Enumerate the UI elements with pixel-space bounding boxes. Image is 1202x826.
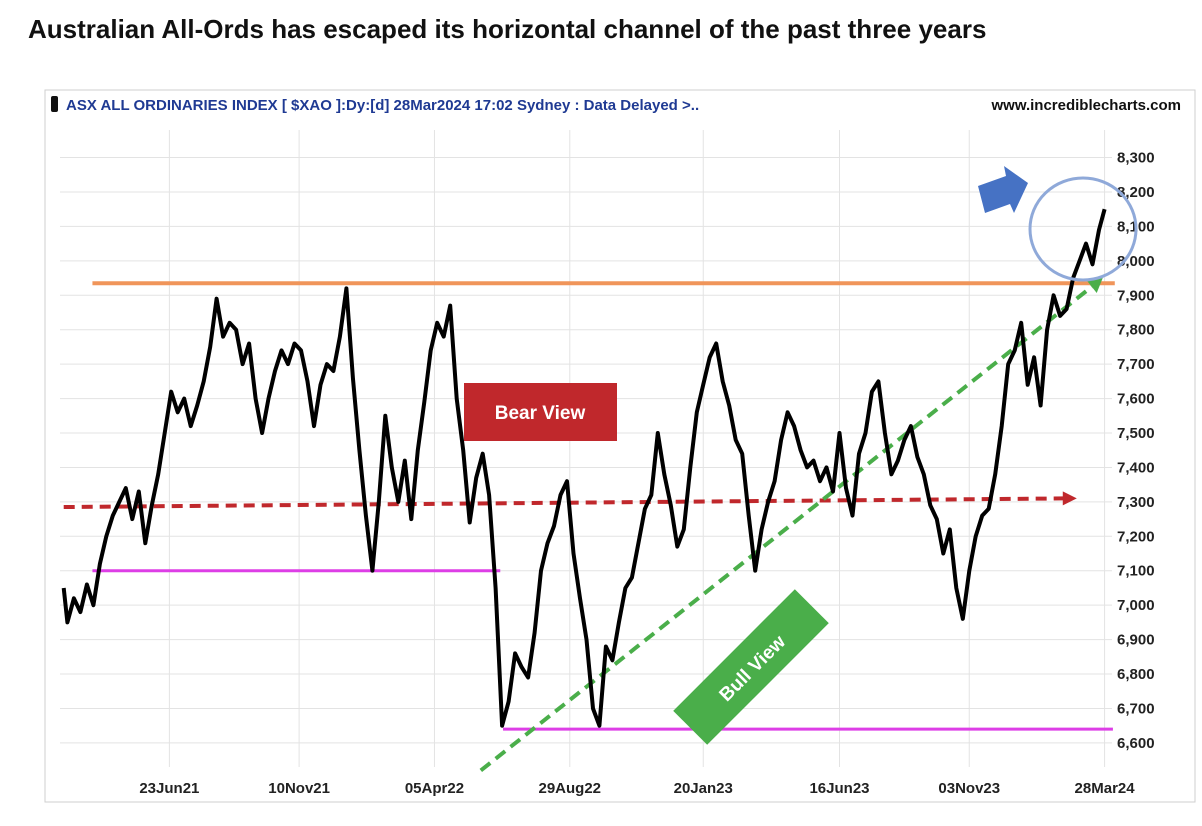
bull-view-box	[673, 589, 829, 745]
x-tick-label: 20Jan23	[674, 780, 733, 797]
breakout-circle	[1028, 176, 1138, 282]
page-title: Australian All-Ords has escaped its hori…	[28, 14, 987, 44]
y-tick-label: 7,100	[1117, 563, 1155, 580]
source-label: www.incrediblecharts.com	[991, 97, 1182, 114]
y-tick-label: 6,700	[1117, 700, 1155, 717]
instrument-label: ASX ALL ORDINARIES INDEX [ $XAO ]:Dy:[d]…	[66, 97, 699, 114]
y-tick-label: 8,200	[1117, 184, 1155, 201]
y-tick-label: 6,800	[1117, 666, 1155, 683]
bear-view-box	[464, 383, 617, 441]
y-tick-label: 7,600	[1117, 391, 1155, 408]
y-tick-label: 6,600	[1117, 735, 1155, 752]
y-tick-label: 7,200	[1117, 528, 1155, 545]
x-tick-label: 23Jun21	[139, 780, 199, 797]
y-tick-label: 7,400	[1117, 459, 1155, 476]
bear-arrowhead-icon	[1062, 491, 1077, 506]
y-tick-label: 7,000	[1117, 597, 1155, 614]
bull-arrowhead-icon	[1086, 278, 1103, 294]
price-series-line	[61, 208, 1107, 728]
y-tick-label: 8,300	[1117, 150, 1155, 167]
overlays	[63, 278, 1115, 773]
y-tick-label: 7,800	[1117, 322, 1155, 339]
x-tick-label: 03Nov23	[938, 780, 1000, 797]
x-tick-label: 10Nov21	[268, 780, 330, 797]
x-tick-label: 16Jun23	[809, 780, 869, 797]
x-tick-label: 28Mar24	[1075, 780, 1136, 797]
series-marker-icon	[51, 96, 58, 112]
plot-area	[60, 130, 1112, 767]
tick-labels: 6,600 6,700 6,800 6,900 7,000 7,100 7,200 7,300…	[139, 150, 1154, 797]
bear-view-label: Bear View	[495, 403, 586, 424]
y-tick-label: 7,900	[1117, 287, 1155, 304]
bull-trend-line	[479, 285, 1093, 773]
y-tick-label: 6,900	[1117, 632, 1155, 649]
y-tick-label: 7,700	[1117, 356, 1155, 373]
pointer-arrow-icon	[978, 166, 1028, 213]
y-tick-label: 7,500	[1117, 425, 1155, 442]
y-tick-label: 7,300	[1117, 494, 1155, 511]
x-tick-label: 29Aug22	[539, 780, 602, 797]
bear-trend-line	[63, 496, 1065, 510]
bear-view-callout: Bear View	[464, 383, 617, 441]
x-tick-label: 05Apr22	[405, 780, 464, 797]
